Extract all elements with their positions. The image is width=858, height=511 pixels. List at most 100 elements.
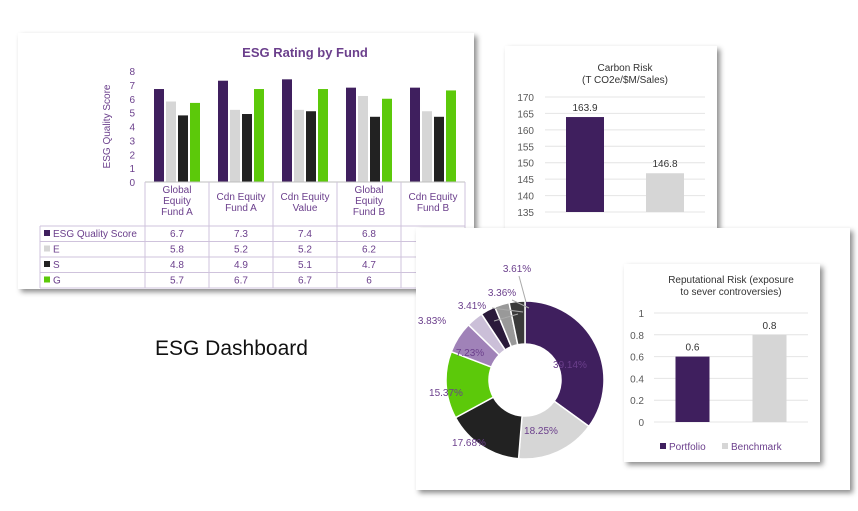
y-tick-label: 5 (129, 109, 135, 120)
data-table-value: 7.4 (298, 229, 312, 240)
legend-swatch (44, 245, 50, 252)
data-table-value: 6.2 (362, 245, 376, 256)
chart-title: ESG Rating by Fund (242, 45, 368, 60)
y-tick-label: 1 (129, 164, 135, 175)
bar (318, 89, 328, 182)
slice-label: 3.36% (488, 288, 516, 299)
legend-label: G (53, 276, 61, 287)
reputational-risk-panel: Reputational Risk (exposure to sever cont… (624, 264, 820, 462)
y-tick-label: 145 (517, 175, 534, 186)
data-table-value: 5.7 (170, 276, 184, 287)
data-table-value: 6 (366, 276, 372, 287)
y-tick-label: 150 (517, 159, 534, 170)
data-label: 0.8 (763, 321, 777, 332)
y-tick-label: 140 (517, 192, 534, 203)
leader-line (511, 299, 530, 309)
bar (346, 87, 356, 182)
bar (166, 101, 176, 182)
allocation-donut-chart: 39.14%18.25%17.68%15.37%7.23%3.83%3.41%3… (418, 264, 605, 460)
category-label: Cdn Equity (217, 192, 266, 203)
esg-rating-chart: ESG Rating by Fund ESG Quality Score 0 1 2 3 4… (39, 45, 466, 289)
bar (254, 89, 264, 182)
category-label: Fund B (353, 207, 386, 218)
y-tick-label: 0.8 (630, 331, 644, 342)
donut-slice (524, 300, 605, 428)
slice-label: 7.23% (456, 348, 484, 359)
bar (446, 90, 456, 182)
bar (370, 116, 380, 182)
slice-label: 3.83% (418, 316, 446, 327)
data-table-value: 6.7 (298, 276, 312, 287)
y-tick-label: 135 (517, 208, 534, 219)
y-tick-label: 165 (517, 109, 534, 120)
slice-label: 3.61% (503, 264, 531, 275)
category-label: Fund A (225, 203, 257, 214)
bar (434, 116, 444, 182)
slice-label: 3.41% (458, 301, 486, 312)
bar (294, 109, 304, 182)
category-label: Global (163, 185, 192, 196)
chart-title: Carbon Risk (597, 63, 653, 74)
slice-label: 39.14% (553, 360, 587, 371)
esg-rating-panel: ESG Rating by Fund ESG Quality Score 0 1 2 3 4… (18, 33, 474, 289)
category-label: Equity (163, 196, 191, 207)
category-label: Cdn Equity (281, 192, 330, 203)
bar (242, 114, 252, 182)
data-table-value: 5.2 (234, 245, 248, 256)
y-tick-label: 170 (517, 93, 534, 104)
legend-label: ESG Quality Score (53, 229, 137, 240)
data-label: 146.8 (652, 159, 677, 170)
carbon-risk-chart: Carbon Risk(T CO2e/$M/Sales) 135 140 145 150… (517, 63, 705, 243)
bar (422, 111, 432, 182)
legend-swatch (44, 230, 50, 236)
bar (675, 356, 710, 422)
chart-title: Reputational Risk (exposure (668, 275, 794, 286)
data-table-value: 4.7 (362, 260, 376, 271)
legend-label: S (53, 260, 60, 271)
y-tick-label: 0 (638, 418, 644, 429)
data-table-value: 6.8 (362, 229, 376, 240)
chart-title: (T CO2e/$M/Sales) (582, 75, 668, 86)
leader-line (493, 313, 519, 322)
category-label: Fund B (417, 203, 450, 214)
y-axis-label: ESG Quality Score (102, 84, 113, 168)
y-tick-label: 4 (129, 123, 135, 134)
bar (306, 111, 316, 182)
y-tick-label: 3 (129, 136, 135, 147)
leader-line (491, 307, 524, 313)
legend-swatch (44, 276, 50, 283)
bar (282, 79, 292, 182)
slice-label: 15.37% (429, 388, 463, 399)
bar (646, 173, 684, 212)
slice-label: 17.68% (452, 438, 486, 449)
bar (230, 109, 240, 182)
category-label: Cdn Equity (409, 192, 458, 203)
legend-swatch (44, 261, 50, 267)
data-label: 0.6 (686, 343, 700, 354)
data-table-value: 4.9 (234, 260, 248, 271)
y-tick-label: 0 (129, 178, 135, 189)
category-label: Value (293, 203, 318, 214)
legend-swatch (722, 443, 728, 449)
data-table-value: 4.8 (170, 260, 184, 271)
bar (410, 87, 420, 182)
data-table-value: 5.8 (170, 245, 184, 256)
leader-line (518, 275, 527, 303)
legend-label: Benchmark (731, 442, 783, 453)
dashboard-title: ESG Dashboard (155, 337, 308, 360)
y-tick-label: 0.4 (630, 374, 644, 385)
data-table-value: 5.2 (298, 245, 312, 256)
y-tick-label: 2 (129, 150, 135, 161)
y-tick-label: 1 (638, 309, 644, 320)
slice-label: 18.25% (524, 426, 558, 437)
y-tick-label: 0.6 (630, 353, 644, 364)
bar (358, 95, 368, 182)
category-label: Equity (355, 196, 383, 207)
bar (218, 80, 228, 182)
legend-label: Portfolio (669, 442, 706, 453)
bar (382, 98, 392, 182)
carbon-risk-panel: Carbon Risk (T CO2e/$M/Sales) 135 140 145 150… (505, 46, 717, 252)
category-label: Fund A (161, 207, 193, 218)
data-label: 163.9 (572, 103, 597, 114)
